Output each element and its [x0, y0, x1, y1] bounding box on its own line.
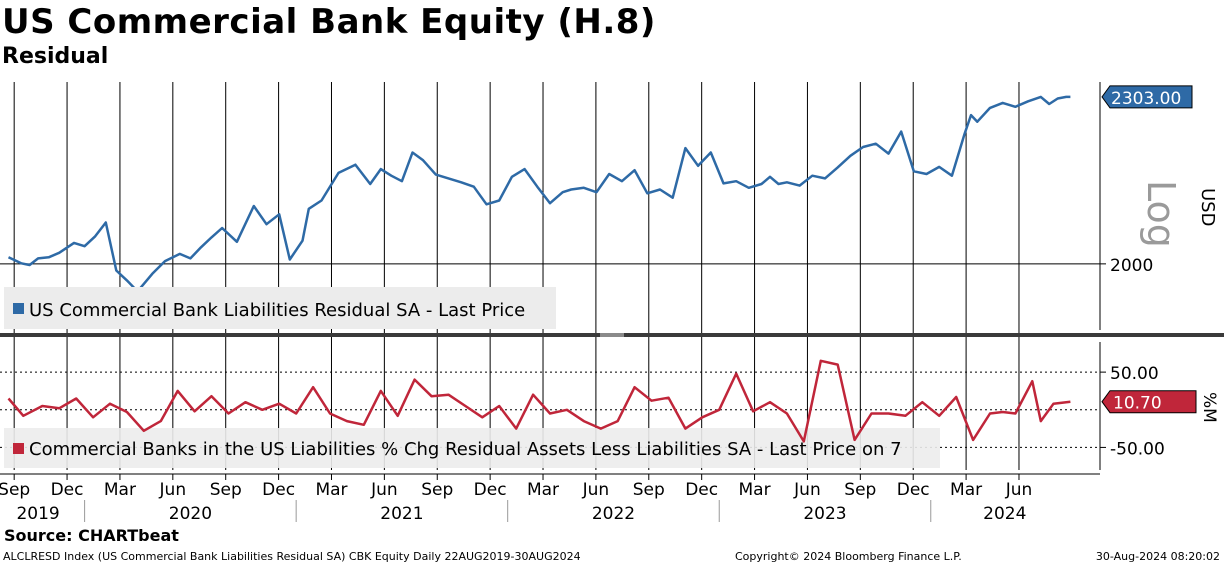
chart-title: US Commercial Bank Equity (H.8) [2, 2, 656, 42]
x-month-label: Mar [104, 480, 136, 500]
x-year-label: 2019 [16, 504, 59, 524]
bottom-legend-label: Commercial Banks in the US Liabilities %… [29, 439, 902, 460]
scale-log-label: Log [1139, 180, 1183, 248]
x-year-label: 2024 [983, 504, 1026, 524]
x-month-label: Sep [844, 480, 876, 500]
panel-separator-handle [600, 333, 624, 337]
y-tick-label: -50.00 [1110, 439, 1165, 459]
y-tick-label: 2000 [1110, 256, 1153, 276]
top-last-value-label: 2303.00 [1111, 89, 1181, 109]
top-panel: 2000 2303.00 Log USD US Commercial Bank Liab… [0, 82, 1218, 330]
bottom-y-axis-label: %M [1199, 392, 1219, 423]
top-series-line [7, 95, 1071, 293]
x-month-label: Sep [0, 480, 30, 500]
x-year-label: 2021 [380, 504, 423, 524]
x-month-label: Jun [370, 480, 398, 500]
x-month-label: Dec [897, 480, 930, 500]
footer-timestamp: 30-Aug-2024 08:20:02 [1095, 550, 1220, 563]
footer-copyright: Copyright© 2024 Bloomberg Finance L.P. [735, 550, 962, 563]
x-month-label: Jun [159, 480, 187, 500]
x-month-label: Mar [950, 480, 982, 500]
top-legend-box [4, 287, 556, 329]
vertical-gridlines [13, 82, 1020, 470]
x-month-label: Jun [582, 480, 610, 500]
x-month-label: Mar [739, 480, 771, 500]
x-month-label: Jun [793, 480, 821, 500]
panel-divider [0, 333, 1224, 337]
source-label: Source: CHARTbeat [4, 526, 179, 545]
bottom-series-line [7, 359, 1071, 443]
top-legend-label: US Commercial Bank Liabilities Residual … [29, 300, 525, 321]
x-axis: Sep Dec Mar Jun Sep Dec Mar Jun Sep Dec Mar Jun Sep D… [0, 473, 1100, 524]
x-month-label: Jun [1005, 480, 1033, 500]
x-month-label: Sep [633, 480, 665, 500]
x-month-label: Dec [51, 480, 84, 500]
top-y-axis-label: USD [1197, 188, 1218, 226]
bottom-panel: 50.00 -50.00 Commercial Banks in the US Li… [0, 342, 1219, 470]
footer-ticker-info: ALCLRESD Index (US Commercial Bank Liabi… [3, 550, 581, 563]
x-month-label: Mar [315, 480, 347, 500]
x-year-label: 2020 [169, 504, 212, 524]
bottom-legend-box [4, 428, 940, 468]
top-legend-swatch [13, 303, 24, 314]
x-month-label: Dec [262, 480, 295, 500]
x-month-label: Dec [685, 480, 718, 500]
x-year-label: 2023 [803, 504, 846, 524]
x-month-label: Dec [474, 480, 507, 500]
x-month-label: Mar [527, 480, 559, 500]
x-month-label: Sep [421, 480, 453, 500]
bottom-legend-swatch [13, 443, 24, 454]
bottom-last-value-badge [1101, 390, 1197, 414]
bottom-last-value-label: 10.70 [1113, 394, 1162, 414]
y-tick-label: 50.00 [1110, 364, 1159, 384]
x-month-label: Sep [210, 480, 242, 500]
top-last-value-badge [1101, 85, 1193, 109]
x-year-label: 2022 [592, 504, 635, 524]
chart-subtitle: Residual [2, 44, 109, 69]
